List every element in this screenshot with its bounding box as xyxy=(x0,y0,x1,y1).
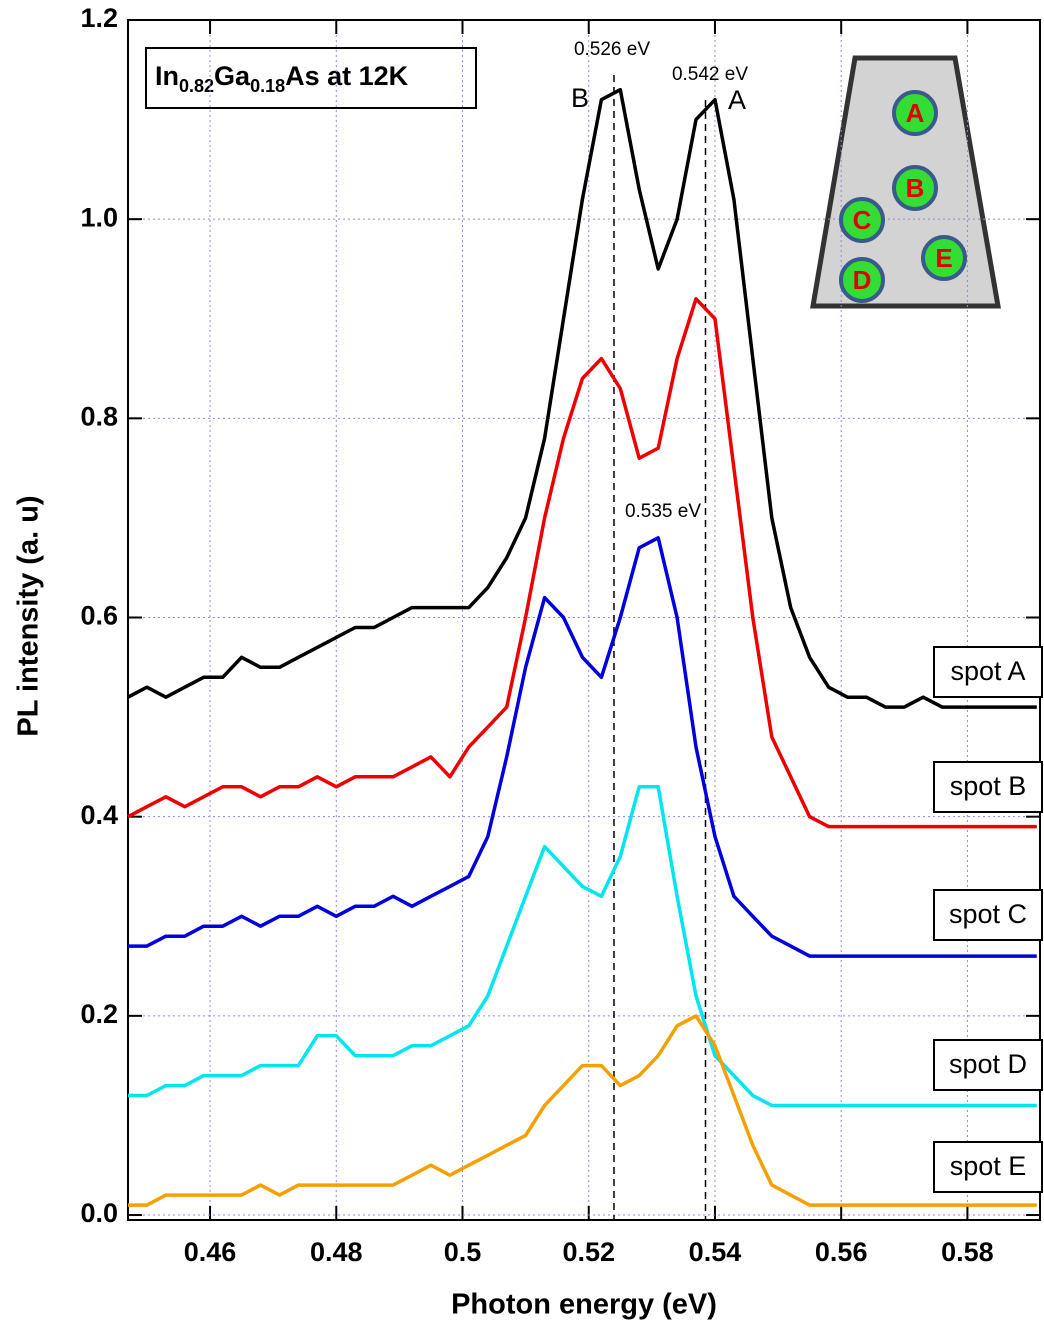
title-part: Ga xyxy=(214,61,251,91)
annotation: 0.526 eV xyxy=(574,39,650,60)
inset-spot xyxy=(892,90,938,136)
inset-label: B xyxy=(906,173,925,203)
y-axis-title: PL intensity (a. u) xyxy=(13,495,45,736)
inset-spot xyxy=(892,165,938,211)
x-tick-label: 0.48 xyxy=(310,1237,363,1267)
annotation: A xyxy=(728,85,746,115)
x-tick-label: 0.58 xyxy=(941,1237,994,1267)
title-part: In xyxy=(155,61,179,91)
legend-box xyxy=(933,761,1043,813)
series-line xyxy=(128,1014,1037,1207)
title-box xyxy=(145,47,477,109)
legend-label: spot B xyxy=(950,771,1027,801)
x-tick-label: 0.54 xyxy=(689,1237,742,1267)
inset-spot xyxy=(839,257,885,303)
series-line xyxy=(127,297,1037,829)
y-tick-label: 1.0 xyxy=(80,202,118,232)
chart-title: In0.82Ga0.18As at 12K xyxy=(155,61,409,96)
inset-label: C xyxy=(853,205,872,235)
inset-spot xyxy=(921,235,967,281)
legend-label: spot C xyxy=(949,899,1027,929)
x-tick-label: 0.52 xyxy=(562,1237,615,1267)
x-tick-label: 0.56 xyxy=(815,1237,868,1267)
plot-frame xyxy=(127,19,1041,1221)
annotation: B xyxy=(571,83,589,113)
x-tick-label: 0.46 xyxy=(184,1237,237,1267)
legend-box xyxy=(933,1141,1043,1193)
y-tick-label: 0.0 xyxy=(80,1198,118,1228)
y-tick-label: 0.2 xyxy=(80,999,118,1029)
title-part: As at 12K xyxy=(285,61,409,91)
y-tick-label: 1.2 xyxy=(80,3,118,33)
legend-label: spot E xyxy=(950,1151,1027,1181)
annotation: 0.542 eV xyxy=(672,64,748,85)
legend-box xyxy=(933,889,1043,941)
inset-label: D xyxy=(853,265,872,295)
series-line xyxy=(128,785,1037,1108)
legend-label: spot A xyxy=(950,656,1025,686)
y-tick-label: 0.4 xyxy=(80,800,118,830)
series-line xyxy=(127,87,1037,709)
series-line xyxy=(128,536,1037,958)
legend-box xyxy=(933,646,1043,698)
y-tick-label: 0.8 xyxy=(80,401,118,431)
x-tick-label: 0.5 xyxy=(444,1237,482,1267)
title-part: 0.82 xyxy=(179,76,214,96)
x-axis-title: Photon energy (eV) xyxy=(451,1289,717,1321)
title-part: 0.18 xyxy=(250,76,285,96)
y-tick-label: 0.6 xyxy=(80,601,118,631)
inset-spot xyxy=(839,197,885,243)
legend-label: spot D xyxy=(949,1049,1027,1079)
legend-box xyxy=(933,1039,1043,1091)
inset-label: A xyxy=(906,98,925,128)
annotation: 0.535 eV xyxy=(625,501,701,522)
inset-label: E xyxy=(935,243,952,273)
